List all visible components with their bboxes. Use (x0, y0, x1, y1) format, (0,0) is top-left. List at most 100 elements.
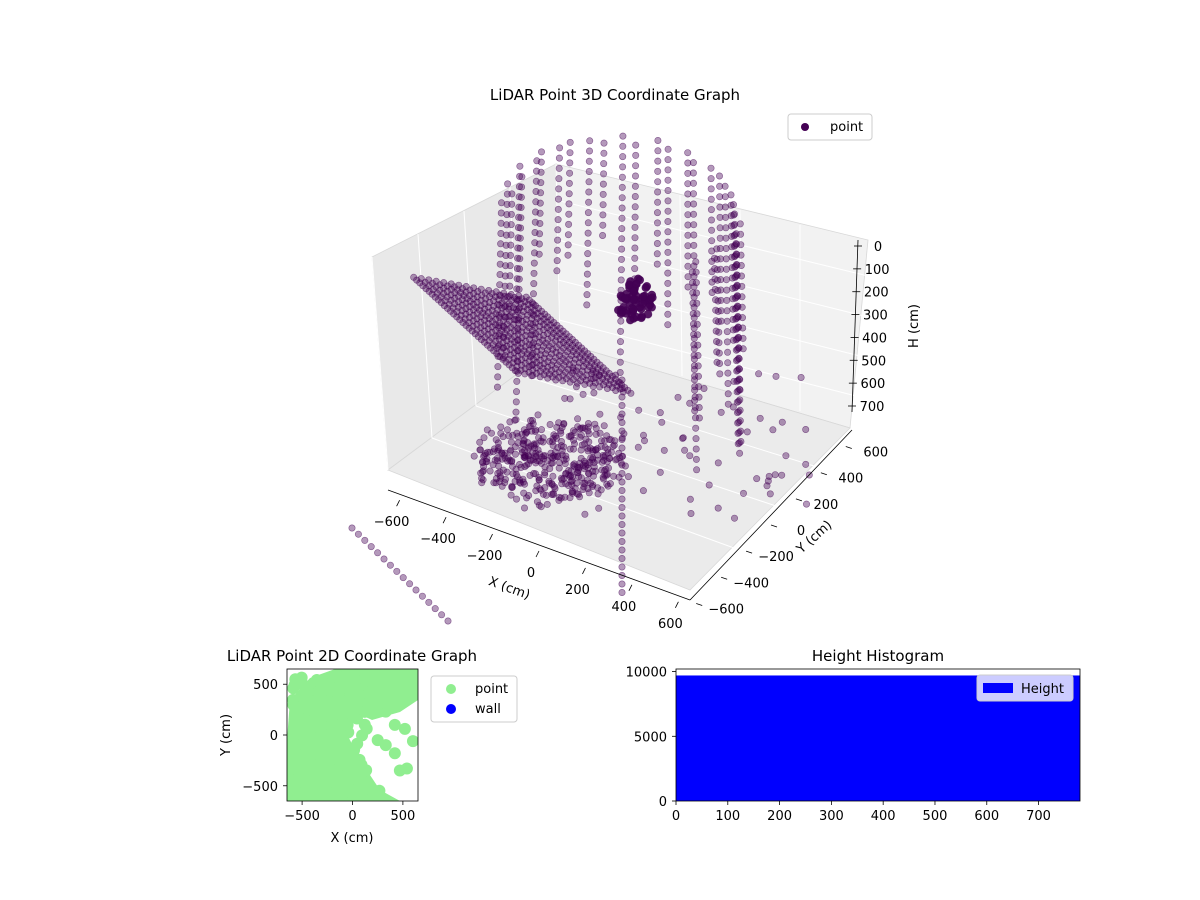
point-marker (618, 225, 626, 233)
point-marker (569, 366, 577, 374)
point-marker (562, 455, 570, 463)
point-marker (690, 252, 698, 260)
point-marker (514, 358, 522, 366)
hist-x-tick-label: 200 (767, 809, 792, 824)
point-marker (722, 234, 730, 242)
point-marker (559, 377, 567, 385)
point-marker (537, 168, 545, 176)
point-marker (674, 393, 682, 401)
point-marker (722, 265, 730, 273)
point-marker (535, 476, 543, 484)
point-marker (653, 209, 661, 217)
point-marker (688, 278, 696, 286)
point-marker (617, 266, 625, 274)
point-marker (690, 221, 698, 229)
point-marker (660, 446, 668, 454)
point-marker (519, 475, 527, 483)
point-marker (632, 279, 641, 289)
point-marker (565, 220, 573, 228)
point-marker (618, 245, 626, 253)
point-marker (511, 450, 519, 458)
point-marker (664, 279, 672, 287)
point-marker (736, 396, 744, 404)
point-marker (617, 255, 625, 263)
2d-y-axis-label: Y (cm) (219, 714, 234, 757)
point-marker (636, 304, 646, 314)
2d-legend-label-point: point (475, 682, 508, 697)
point-marker (711, 275, 719, 283)
point-marker (618, 401, 626, 409)
point-marker (520, 426, 528, 434)
point-marker (711, 285, 719, 293)
point-marker (714, 504, 722, 512)
point-marker (514, 224, 522, 232)
point-marker (584, 260, 592, 268)
point-marker (497, 230, 505, 238)
point-marker (512, 388, 520, 396)
point-marker (715, 172, 723, 180)
point-marker (494, 439, 502, 447)
point-marker (705, 481, 713, 489)
point-marker (513, 275, 521, 283)
point-marker (444, 617, 452, 625)
point-marker (724, 348, 732, 356)
point-marker (348, 524, 356, 532)
point-marker (692, 268, 700, 276)
point-marker (564, 481, 572, 489)
point-marker (782, 452, 790, 460)
point-marker (707, 175, 715, 183)
grid-line (558, 319, 857, 397)
point-marker (599, 201, 607, 209)
point-marker (664, 248, 672, 256)
x-tick-label: −200 (467, 549, 503, 564)
point-marker (714, 459, 722, 467)
point-marker (734, 323, 742, 331)
x-tick (396, 500, 400, 507)
point-marker (592, 467, 600, 475)
point-marker (570, 440, 578, 448)
point-marker (654, 188, 662, 196)
point-marker (592, 424, 600, 432)
point-marker (771, 471, 779, 479)
histogram-title: Height Histogram (812, 647, 944, 665)
point-marker (540, 452, 548, 460)
3d-legend-label: point (830, 120, 863, 135)
point-marker-2d (332, 753, 345, 766)
point-marker (354, 530, 362, 538)
point-marker (599, 211, 607, 219)
point-marker (692, 455, 700, 463)
point-marker (689, 310, 697, 318)
point-marker (619, 132, 627, 140)
point-marker (600, 170, 608, 178)
point-marker (596, 383, 604, 391)
point-marker (695, 383, 703, 391)
3d-axis-ticks: −600−400−2000200400600−600−400−200020040… (374, 240, 890, 632)
point-marker (470, 452, 478, 460)
point-marker (664, 176, 672, 184)
point-marker (601, 443, 609, 451)
point-marker (584, 229, 592, 237)
point-marker (544, 335, 552, 343)
grid-line (557, 239, 865, 317)
point-marker (536, 373, 544, 381)
point-marker (619, 142, 627, 150)
point-marker (501, 282, 509, 290)
point-marker (691, 393, 699, 401)
point-marker-2d (331, 783, 344, 796)
point-marker (620, 294, 630, 304)
point-marker (541, 469, 549, 477)
point-marker (732, 240, 740, 248)
point-marker (527, 442, 535, 450)
point-marker (732, 230, 740, 238)
point-marker (618, 194, 626, 202)
point-marker (734, 303, 742, 311)
point-marker (656, 409, 664, 417)
point-marker (584, 444, 592, 452)
point-marker (539, 490, 547, 498)
point-marker (574, 423, 582, 431)
point-marker (548, 479, 556, 487)
point-marker (589, 368, 597, 376)
point-marker (600, 139, 608, 147)
point-marker (520, 440, 528, 448)
point-marker (492, 288, 500, 296)
